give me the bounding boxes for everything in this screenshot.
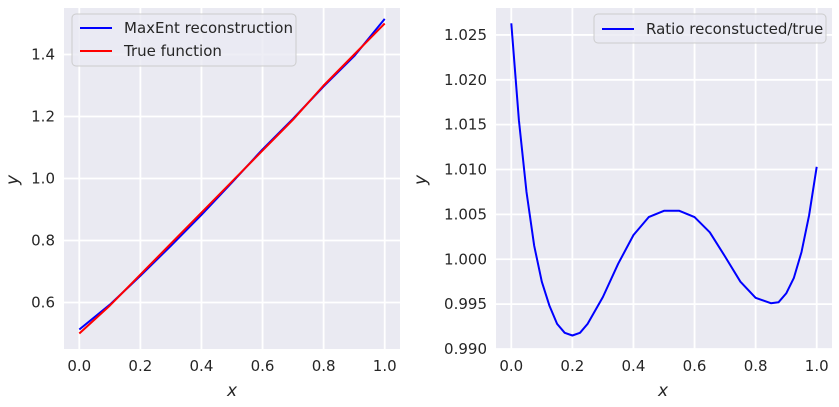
left-x-tick-label: 0.0 [67, 357, 91, 375]
right-chart: 0.0 0.2 0.4 0.6 0.8 1.0 0.990 0.995 1.000 1.005 1.… [411, 8, 832, 401]
right-y-tick-label: 0.995 [444, 295, 487, 313]
right-plot-area [496, 8, 832, 349]
right-x-tick-label: 0.0 [499, 357, 523, 375]
right-y-tick-label: 1.000 [444, 250, 487, 268]
right-x-tick-label: 0.6 [683, 357, 707, 375]
left-x-tick-label: 0.2 [128, 357, 152, 375]
left-series-lines [78, 18, 386, 335]
left-y-tick-label: 1.2 [31, 108, 55, 126]
left-y-tick-label: 0.8 [31, 232, 55, 250]
left-x-axis-label: x [226, 381, 238, 401]
left-legend: MaxEnt reconstruction True function [71, 13, 297, 67]
right-y-tick-label: 1.015 [444, 116, 487, 134]
right-legend-box [593, 13, 827, 44]
right-y-tick-label: 0.990 [444, 340, 487, 358]
left-tick-labels: 0.0 0.2 0.4 0.6 0.8 1.0 0.6 0.8 1.0 1.2 1.4 [31, 46, 397, 376]
left-x-tick-label: 0.4 [190, 357, 214, 375]
left-legend-box [71, 13, 297, 67]
right-y-tick-label: 1.005 [444, 205, 487, 223]
right-series-line-0 [510, 23, 818, 337]
right-y-axis-label: y [411, 174, 431, 186]
right-series-lines [510, 23, 818, 337]
right-x-axis-label: x [657, 381, 669, 401]
right-x-tick-label: 0.8 [744, 357, 768, 375]
left-chart: 0.0 0.2 0.4 0.6 0.8 1.0 0.6 0.8 1.0 1.2 1.4 x y Ma… [3, 8, 400, 401]
left-y-tick-label: 0.6 [31, 294, 55, 312]
right-x-tick-label: 1.0 [805, 357, 829, 375]
left-y-axis-label: y [3, 174, 23, 186]
right-y-tick-label: 1.025 [444, 26, 487, 44]
left-y-tick-label: 1.4 [31, 46, 55, 64]
left-legend-label-0: MaxEnt reconstruction [124, 19, 293, 37]
left-x-tick-label: 1.0 [373, 357, 397, 375]
right-legend: Ratio reconstucted/true [593, 13, 827, 44]
right-legend-label-0: Ratio reconstucted/true [646, 20, 823, 38]
left-series-line-1 [78, 22, 386, 335]
right-x-tick-label: 0.4 [622, 357, 646, 375]
left-x-tick-label: 0.8 [312, 357, 336, 375]
right-y-tick-label: 1.020 [444, 71, 487, 89]
left-y-tick-label: 1.0 [31, 170, 55, 188]
left-x-tick-label: 0.6 [251, 357, 275, 375]
left-legend-label-1: True function [123, 42, 222, 60]
right-y-tick-label: 1.010 [444, 161, 487, 179]
right-x-tick-label: 0.2 [560, 357, 584, 375]
right-tick-labels: 0.0 0.2 0.4 0.6 0.8 1.0 0.990 0.995 1.000 1.005 1.… [444, 26, 829, 375]
